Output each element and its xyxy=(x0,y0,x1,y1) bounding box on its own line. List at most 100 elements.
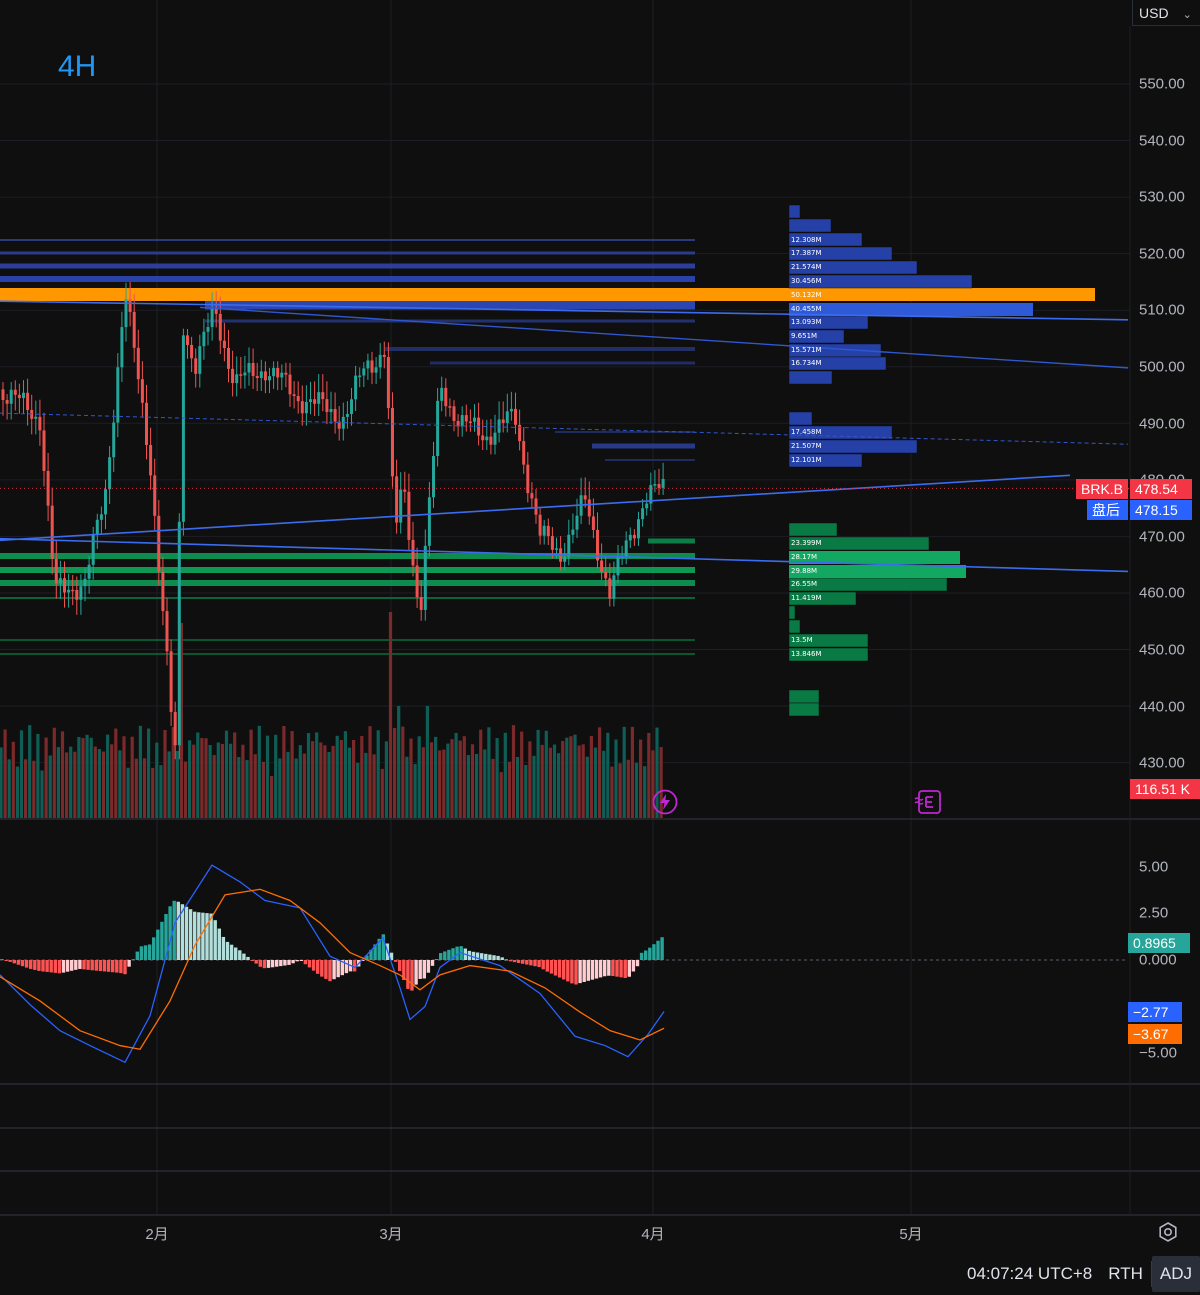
vp-label: 28.17M xyxy=(791,553,818,561)
price-level xyxy=(0,653,695,655)
candle-body xyxy=(415,565,419,598)
candle-body xyxy=(1,389,5,400)
candle-body xyxy=(210,307,214,328)
volume-bar xyxy=(220,743,224,818)
price-level xyxy=(205,298,695,310)
price-tick: 500.00 xyxy=(1139,358,1185,376)
candle-body xyxy=(522,441,526,465)
volume-bar xyxy=(302,753,306,818)
volume-bar xyxy=(36,733,40,818)
candle-body xyxy=(136,347,140,380)
trend-line-mid xyxy=(199,306,1129,369)
macd-histogram-bar xyxy=(336,960,340,978)
macd-histogram-bar xyxy=(119,960,123,974)
volume-bar xyxy=(233,732,237,818)
candle-body xyxy=(91,533,95,565)
candle-body xyxy=(124,299,128,328)
candle-body xyxy=(587,499,591,517)
volume-bar xyxy=(106,734,110,818)
price-level xyxy=(430,361,695,365)
macd-line-badge: −2.77 xyxy=(1128,1002,1182,1022)
after-hours-label: 盘后 xyxy=(1087,500,1128,520)
symbol-badge: BRK.B xyxy=(1076,479,1128,499)
adj-toggle[interactable]: ADJ xyxy=(1151,1255,1200,1292)
candle-body xyxy=(251,362,255,376)
pane-separators[interactable] xyxy=(0,26,1200,1216)
volume-bar xyxy=(89,737,93,818)
volume-bar xyxy=(598,727,602,818)
lightning-icon[interactable] xyxy=(652,789,678,815)
candle-body xyxy=(362,368,366,376)
macd-histogram-bar xyxy=(291,960,295,964)
macd-histogram-bar xyxy=(156,929,160,960)
candle-body xyxy=(284,372,288,375)
macd-histogram-bar xyxy=(594,960,599,979)
macd-histogram-bar xyxy=(615,960,619,977)
candle-body xyxy=(304,401,308,414)
volume-bar xyxy=(196,732,200,818)
macd-histogram-bar xyxy=(603,960,607,977)
candle-body xyxy=(645,503,649,509)
macd-histogram-bar xyxy=(451,948,455,960)
candle-body xyxy=(300,401,304,414)
volume-profile-bar xyxy=(788,605,796,620)
macd-histogram-bar xyxy=(496,955,500,960)
macd-histogram-bar xyxy=(328,960,332,982)
candle-body xyxy=(239,374,243,376)
volume-bar xyxy=(278,758,282,818)
candle-body xyxy=(231,368,235,384)
volume-bar xyxy=(24,759,28,818)
price-level xyxy=(0,597,695,599)
volume-bar xyxy=(655,727,659,818)
candle-body xyxy=(649,485,653,504)
candle-body xyxy=(34,416,38,419)
candle-body xyxy=(140,379,144,403)
macd-histogram-bar xyxy=(648,947,652,960)
trend-lines[interactable] xyxy=(0,300,1130,573)
macd-line xyxy=(0,864,665,1064)
macd-histogram-bar xyxy=(61,960,66,973)
vp-label: 9.651M xyxy=(791,332,818,340)
vp-label: 30.456M xyxy=(791,277,822,285)
session-toggle[interactable]: RTH xyxy=(1108,1263,1143,1283)
volume-profile xyxy=(788,204,1034,717)
macd-pane[interactable] xyxy=(0,864,665,1064)
macd-histogram-bar xyxy=(74,960,78,970)
volume-bar xyxy=(536,729,540,818)
candle-body xyxy=(419,597,423,610)
volume-profile-bar xyxy=(788,204,801,219)
volume-bar xyxy=(462,736,466,818)
clock-time[interactable]: 04:07:24 UTC+8 xyxy=(967,1263,1093,1283)
candle-body xyxy=(378,354,382,368)
volume-profile-bar xyxy=(788,411,813,426)
macd-histogram-bar xyxy=(598,960,603,978)
volume-bar xyxy=(343,731,347,818)
macd-histogram-bar xyxy=(500,957,504,960)
candlesticks[interactable] xyxy=(1,282,665,760)
currency-selector[interactable]: USD ⌄ xyxy=(1132,0,1200,26)
macd-histogram-bar xyxy=(184,906,189,960)
candle-body xyxy=(58,578,62,584)
candle-body xyxy=(177,521,181,746)
vp-label: 15.571M xyxy=(791,346,822,354)
macd-histogram-bar xyxy=(508,960,513,962)
candle-body xyxy=(67,589,71,593)
volume-bar xyxy=(85,734,89,818)
macd-histogram-bar xyxy=(262,960,267,969)
settings-gear-icon[interactable] xyxy=(1157,1221,1179,1243)
time-tick: 3月 xyxy=(379,1226,403,1243)
candle-body xyxy=(427,497,431,546)
volume-profile-bar xyxy=(788,619,801,634)
volume-bar xyxy=(548,747,552,818)
macd-histogram-bar xyxy=(344,960,349,974)
volume-bar xyxy=(442,749,446,818)
macd-histogram-bar xyxy=(266,960,271,968)
macd-histogram-bar xyxy=(254,960,258,964)
chevron-down-icon: ⌄ xyxy=(1182,9,1192,21)
volume-bar xyxy=(524,764,528,818)
earnings-icon[interactable] xyxy=(914,789,942,815)
price-level xyxy=(0,639,695,641)
candle-body xyxy=(296,395,300,402)
candle-body xyxy=(485,436,489,441)
